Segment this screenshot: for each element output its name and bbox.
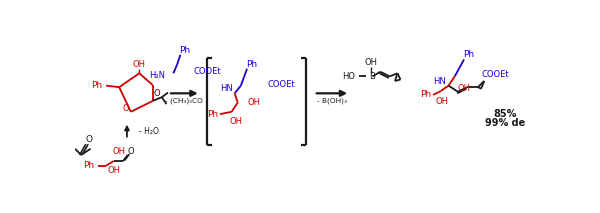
Text: 85%: 85% bbox=[493, 109, 517, 119]
Text: HN: HN bbox=[433, 76, 445, 85]
Text: Ph: Ph bbox=[463, 50, 474, 59]
Text: Ph: Ph bbox=[421, 90, 431, 99]
Text: OH: OH bbox=[113, 147, 125, 156]
Text: Ph: Ph bbox=[207, 110, 218, 119]
Text: Ph: Ph bbox=[179, 46, 191, 55]
Text: Ph: Ph bbox=[83, 161, 95, 170]
Text: O: O bbox=[122, 104, 128, 113]
Text: 99% de: 99% de bbox=[485, 118, 525, 128]
Text: HO: HO bbox=[343, 72, 356, 81]
Text: - (CH₃)₂CO: - (CH₃)₂CO bbox=[166, 98, 203, 104]
Text: COOEt: COOEt bbox=[267, 80, 295, 89]
Text: Ph: Ph bbox=[91, 81, 102, 90]
Text: OH: OH bbox=[107, 166, 120, 175]
Text: OH: OH bbox=[365, 58, 377, 67]
Text: OH: OH bbox=[457, 84, 470, 93]
Text: OH: OH bbox=[133, 60, 146, 69]
Text: OH: OH bbox=[230, 117, 243, 126]
Text: O: O bbox=[85, 135, 92, 144]
Text: OH: OH bbox=[436, 96, 449, 105]
Text: O: O bbox=[154, 89, 160, 98]
Text: COOEt: COOEt bbox=[481, 70, 509, 79]
Text: OH: OH bbox=[247, 98, 260, 107]
Text: O: O bbox=[127, 147, 134, 156]
Text: COOEt: COOEt bbox=[194, 67, 221, 76]
Text: - B(OH)₃: - B(OH)₃ bbox=[317, 98, 347, 104]
Text: - H₂O: - H₂O bbox=[139, 127, 158, 135]
Text: HN: HN bbox=[220, 84, 233, 93]
Text: Ph: Ph bbox=[246, 60, 257, 69]
Text: H₂N: H₂N bbox=[149, 71, 165, 80]
Text: B: B bbox=[370, 72, 376, 81]
